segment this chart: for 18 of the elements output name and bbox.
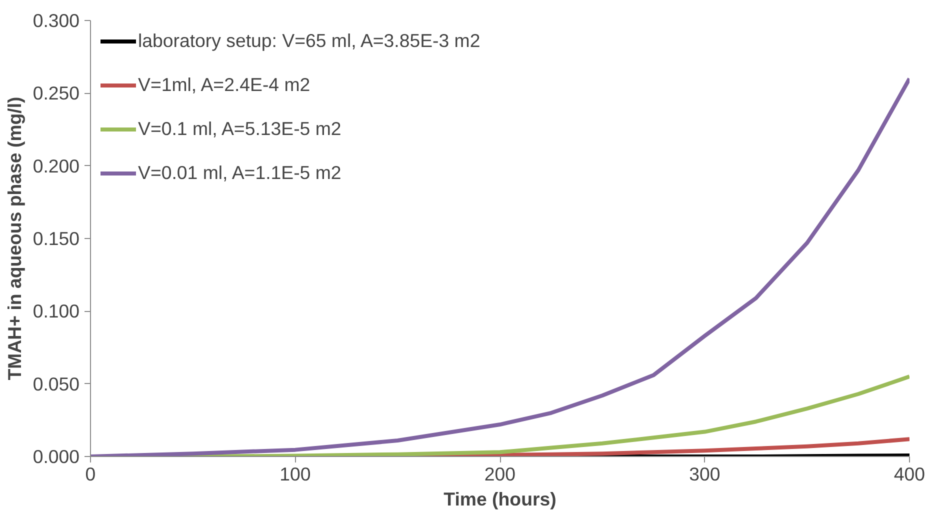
x-tick-label: 200 <box>484 464 516 484</box>
y-axis-title: TMAH+ in aqueous phase (mg/l) <box>4 96 25 380</box>
x-tick-label: 0 <box>85 464 96 484</box>
x-tick-label: 100 <box>280 464 311 484</box>
y-tick-label: 0.300 <box>32 10 80 31</box>
legend-label: laboratory setup: V=65 ml, A=3.85E-3 m2 <box>138 30 480 52</box>
y-tick-label: 0.100 <box>32 300 80 322</box>
x-tick-label: 300 <box>689 464 720 484</box>
x-tick-label: 400 <box>894 464 926 484</box>
y-tick-label: 0.050 <box>32 373 80 394</box>
y-tick-label: 0.250 <box>32 82 80 104</box>
legend-label: V=0.1 ml, A=5.13E-5 m2 <box>138 118 342 140</box>
legend-label: V=0.01 ml, A=1.1E-5 m2 <box>138 162 342 184</box>
y-tick-label: 0.150 <box>32 228 80 249</box>
x-axis-title: Time (hours) <box>444 488 556 510</box>
y-tick-label: 0.000 <box>32 446 80 467</box>
legend-label: V=1ml, A=2.4E-4 m2 <box>138 74 310 96</box>
y-tick-label: 0.200 <box>32 155 80 176</box>
